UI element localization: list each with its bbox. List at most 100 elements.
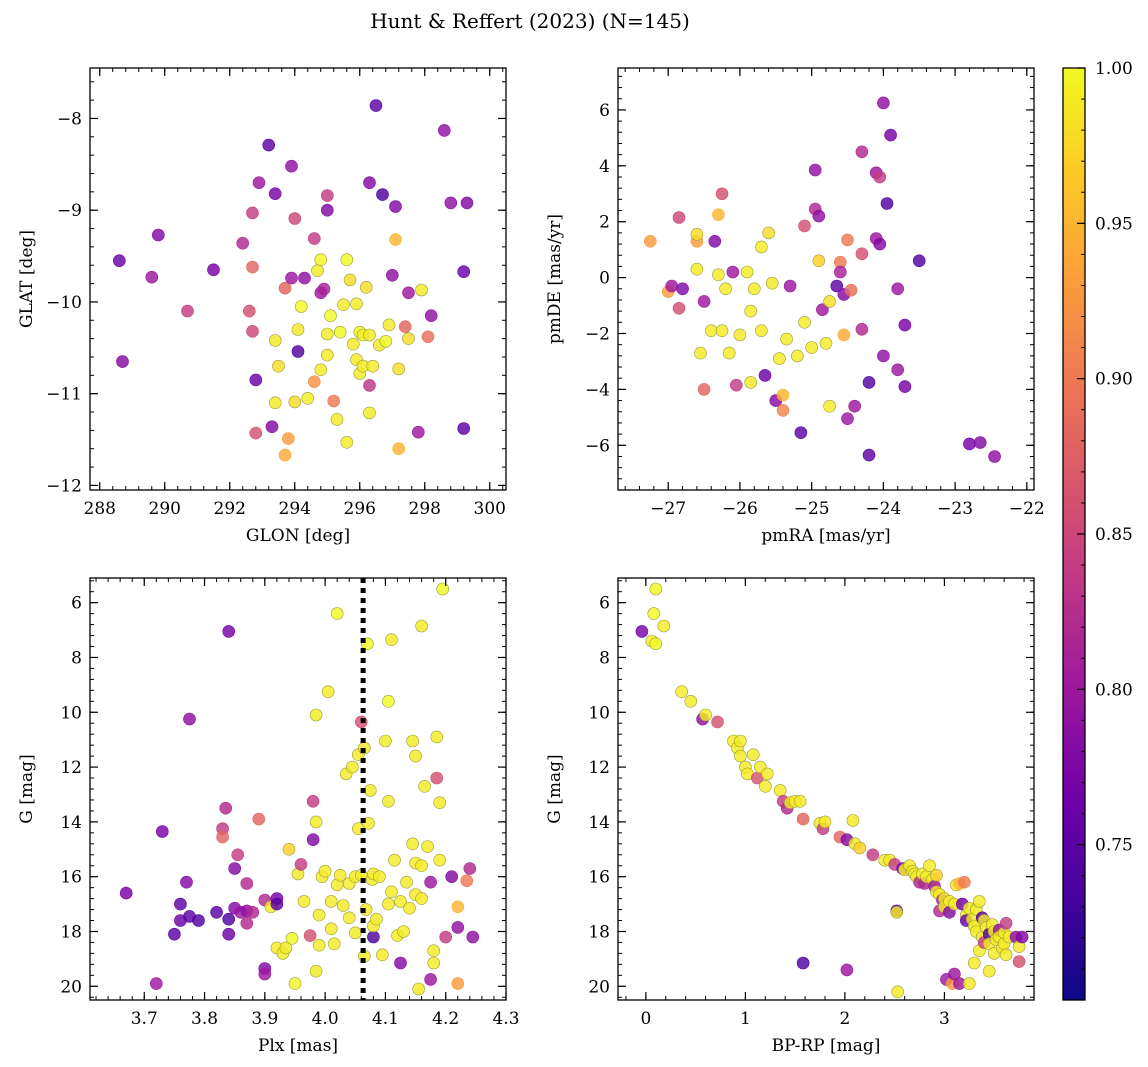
pmra-pmde-panel: −27 −26 −25 −24 −23 −22 6 4 2 0 −2 −4 −6 pmRA [mas/yr… [545, 67, 1045, 546]
scatter-point [246, 206, 259, 220]
scatter-point [823, 295, 836, 308]
scatter-point [320, 348, 334, 362]
scatter-point [793, 794, 807, 808]
scatter-point [309, 964, 323, 978]
scatter-point [649, 582, 663, 596]
scatter-point [285, 271, 298, 285]
y-tick-label: −9 [57, 201, 82, 221]
scatter-point [397, 925, 410, 938]
scatter-point [282, 842, 296, 856]
scatter-point [312, 908, 326, 922]
scatter-point [363, 176, 376, 189]
scatter-point [433, 853, 447, 867]
x-tick-label: 292 [214, 499, 246, 519]
scatter-point [708, 235, 722, 248]
scatter-point [246, 260, 259, 274]
scatter-point [350, 297, 363, 311]
scatter-point [457, 422, 471, 435]
y-tick-label: −11 [46, 385, 82, 405]
scatter-point [373, 870, 386, 884]
scatter-point [862, 376, 876, 389]
scatter-point [643, 235, 657, 248]
scatter-point [379, 734, 392, 748]
y-tick-label: 20 [588, 977, 610, 997]
scatter-point [180, 875, 193, 889]
x-axis-label: BP-RP [mag] [772, 1036, 881, 1056]
scatter-point [460, 196, 474, 210]
scatter-point [388, 853, 401, 867]
scatter-point [382, 694, 395, 708]
scatter-point [796, 812, 810, 826]
scatter-point [755, 324, 768, 338]
scatter-point [240, 916, 254, 930]
y-tick-label: 2 [599, 213, 610, 233]
scatter-point [363, 784, 377, 797]
scatter-point [649, 637, 663, 651]
scatter-point [734, 749, 747, 763]
scatter-point [207, 263, 220, 277]
scatter-point [451, 921, 465, 934]
colorbar-tick-label: 0.75 [1095, 836, 1133, 856]
scatter-point [862, 448, 876, 462]
scatter-point [291, 345, 305, 358]
scatter-point [252, 176, 266, 189]
scatter-point [746, 748, 760, 762]
scatter-point [823, 399, 836, 413]
scatter-point [855, 247, 869, 261]
scatter-point [726, 265, 740, 279]
x-tick-label: −25 [794, 499, 830, 519]
scatter-point [844, 283, 858, 297]
scatter-point [466, 930, 480, 944]
scatter-point [1015, 930, 1029, 944]
y-tick-label: 4 [599, 157, 610, 177]
scatter-point [734, 734, 747, 748]
y-tick-label: 6 [71, 594, 82, 614]
scatter-point [333, 868, 347, 882]
scatter-point [392, 362, 406, 376]
scatter-point [382, 794, 395, 808]
x-tick-label: 290 [149, 499, 181, 519]
colorbar-tick-label: 1.00 [1095, 59, 1133, 79]
y-tick-label: −12 [46, 476, 82, 496]
scatter-points [119, 582, 480, 996]
y-axis-label: GLAT [deg] [17, 230, 37, 328]
x-tick-label: 300 [474, 499, 506, 519]
scatter-point [327, 937, 341, 951]
scatter-point [268, 334, 282, 347]
scatter-point [320, 203, 334, 217]
scatter-point [314, 363, 328, 377]
axes-frame [617, 577, 1035, 1001]
scatter-point [930, 868, 943, 882]
scatter-point [433, 796, 447, 810]
scatter-point [174, 897, 187, 911]
scatter-point [222, 912, 235, 926]
scatter-point [258, 967, 272, 981]
scatter-point [812, 209, 826, 223]
scatter-point [150, 977, 163, 990]
scatter-point [342, 911, 356, 925]
scatter-point [240, 877, 254, 890]
scatter-point [376, 948, 389, 962]
scatter-point [285, 159, 298, 173]
scatter-point [812, 254, 826, 268]
scatter-point [382, 897, 395, 911]
y-tick-label: 8 [71, 648, 82, 668]
x-tick-label: 4.0 [312, 1009, 339, 1029]
scatter-point [424, 309, 438, 323]
scatter-point [268, 396, 282, 410]
scatter-point [988, 450, 1001, 463]
scatter-point [168, 927, 181, 941]
scatter-point [376, 188, 389, 201]
scatter-point [719, 282, 732, 296]
x-tick-label: 3 [939, 1009, 950, 1029]
scatter-point [712, 208, 725, 221]
scatter-point [249, 426, 263, 440]
scatter-point [841, 412, 854, 426]
x-tick-label: 296 [344, 499, 376, 519]
scatter-point [306, 833, 320, 847]
scatter-point [309, 708, 323, 722]
scatter-point [243, 304, 256, 318]
scatter-point [152, 228, 165, 242]
scatter-point [780, 332, 793, 346]
